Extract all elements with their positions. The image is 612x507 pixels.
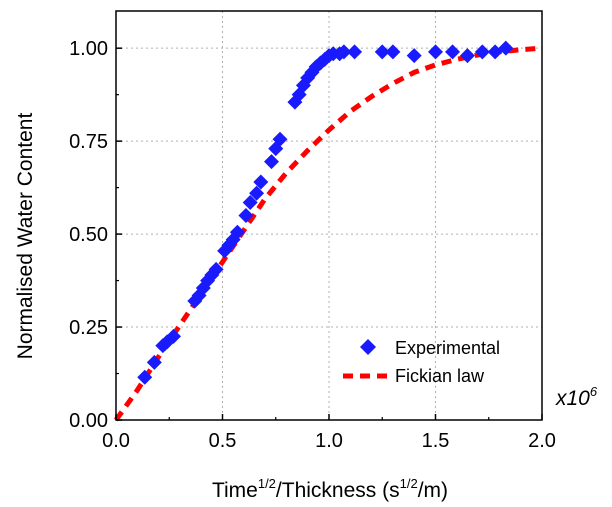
y-tick-label: 0.25 (69, 317, 108, 339)
grid-lines (116, 11, 542, 420)
experimental-point (146, 354, 162, 370)
x-tick-label: 1.5 (422, 430, 450, 452)
x-axis-label-sup2: 1/2 (400, 476, 418, 491)
experimental-point (347, 44, 363, 60)
experimental-point (498, 40, 514, 56)
legend-fickian-label: Fickian law (395, 366, 485, 386)
x-multiplier-base: x10 (555, 387, 590, 410)
experimental-points (137, 40, 514, 385)
experimental-point (445, 44, 461, 60)
x-axis-label: Time1/2/Thickness (s1/2/m) (212, 476, 448, 502)
x-tick-label: 0.5 (209, 430, 237, 452)
experimental-point (229, 224, 245, 240)
experimental-point (208, 261, 224, 277)
x-multiplier-exp: 6 (590, 384, 598, 399)
experimental-point (242, 194, 258, 210)
x-tick-label: 0.0 (102, 430, 130, 452)
x-tick-label: 2.0 (528, 430, 556, 452)
legend-experimental-label: Experimental (395, 338, 500, 358)
legend-experimental-marker (360, 339, 376, 355)
x-axis-label-end: /m) (418, 479, 448, 502)
x-tick-label: 1.0 (315, 430, 343, 452)
experimental-point (263, 154, 279, 170)
axis-ticks: 0.0 0.5 1.0 1.5 2.0 0.00 0.25 0.50 0.75 1.00 (69, 38, 556, 452)
experimental-point (253, 174, 269, 190)
x-axis-label-main: Time (212, 479, 258, 502)
experimental-point (249, 185, 265, 201)
experimental-point (406, 48, 422, 64)
experimental-point (137, 369, 153, 385)
x-axis-label-sup1: 1/2 (258, 476, 276, 491)
experimental-point (459, 48, 475, 64)
experimental-point (428, 44, 443, 60)
experimental-point (474, 44, 490, 60)
experimental-point (336, 44, 352, 60)
fickian-law-line (113, 45, 543, 422)
experimental-point (238, 208, 254, 223)
experimental-point (385, 44, 401, 60)
y-tick-label: 0.75 (69, 131, 108, 153)
x-axis-label-mid: /Thickness (s (276, 479, 400, 502)
experimental-point (166, 328, 182, 344)
y-tick-label: 0.00 (69, 410, 108, 432)
y-tick-label: 0.50 (69, 224, 108, 246)
experimental-point (374, 44, 390, 60)
x-multiplier: x106 (555, 384, 598, 410)
fickian-law-line-group (113, 45, 543, 422)
legend: Experimental Fickian law (343, 338, 500, 386)
y-tick-label: 1.00 (69, 38, 108, 60)
y-axis-label: Normalised Water Content (14, 113, 37, 360)
experimental-point (272, 131, 288, 147)
